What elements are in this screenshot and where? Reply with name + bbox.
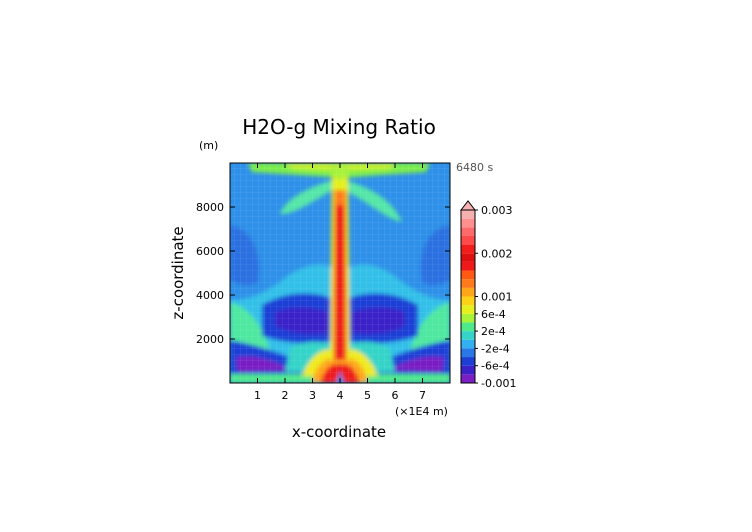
colorbar-segment <box>461 313 475 323</box>
colorbar-segment <box>461 339 475 349</box>
colorbar-segment <box>461 287 475 297</box>
y-tick-label: 2000 <box>196 333 224 346</box>
colorbar-label: 0.001 <box>481 291 513 304</box>
y-tick-label: 4000 <box>196 289 224 302</box>
colorbar-segment <box>461 365 475 375</box>
colorbar: 0.003 0.002 0.001 6e-4 2e-4 -2e-4 -6e-4 -0.001 <box>459 200 516 390</box>
x-tick-label: 3 <box>309 389 316 402</box>
chart-title: H2O-g Mixing Ratio <box>242 115 436 139</box>
x-axis-label: x-coordinate <box>292 423 386 441</box>
y-tick-label: 8000 <box>196 201 224 214</box>
colorbar-segment <box>461 279 475 288</box>
y-tick-label: 6000 <box>196 245 224 258</box>
colorbar-segment <box>461 253 475 262</box>
plot-area <box>230 163 450 383</box>
colorbar-segment <box>461 296 475 306</box>
colorbar-segment <box>461 210 475 219</box>
colorbar-segment <box>461 235 475 245</box>
colorbar-segment <box>461 270 475 280</box>
x-tick-label: 7 <box>419 389 426 402</box>
x-tick-label: 4 <box>337 389 344 402</box>
x-unit-label: (×1E4 m) <box>395 405 448 418</box>
colorbar-segment <box>461 244 475 254</box>
x-tick-label: 2 <box>282 389 289 402</box>
time-label: 6480 s <box>456 161 493 174</box>
colorbar-extend-arrow <box>459 200 477 211</box>
colorbar-label: 6e-4 <box>481 308 506 321</box>
colorbar-segment <box>461 331 475 340</box>
colorbar-segment <box>461 322 475 332</box>
colorbar-segment <box>461 305 475 314</box>
x-tick-label: 5 <box>364 389 371 402</box>
y-axis-label: z-coordinate <box>169 226 187 319</box>
colorbar-segment <box>461 218 475 228</box>
colorbar-label: -6e-4 <box>481 360 510 373</box>
colorbar-segment <box>461 227 475 236</box>
colorbar-label: 0.002 <box>481 247 513 260</box>
x-axis-ticks: 1 2 3 4 5 6 7 <box>254 163 426 402</box>
colorbar-segment <box>461 261 475 271</box>
y-unit-label: (m) <box>199 139 218 152</box>
colorbar-label: 2e-4 <box>481 325 506 338</box>
colorbar-segment <box>461 374 475 383</box>
colorbar-label: -0.001 <box>481 377 516 390</box>
colorbar-segment <box>461 348 475 358</box>
colorbar-label: 0.003 <box>481 204 513 217</box>
x-tick-label: 6 <box>392 389 399 402</box>
colorbar-label: -2e-4 <box>481 342 510 355</box>
y-axis-ticks: 2000 4000 6000 8000 <box>196 201 450 346</box>
x-tick-label: 1 <box>254 389 261 402</box>
colorbar-segment <box>461 357 475 366</box>
